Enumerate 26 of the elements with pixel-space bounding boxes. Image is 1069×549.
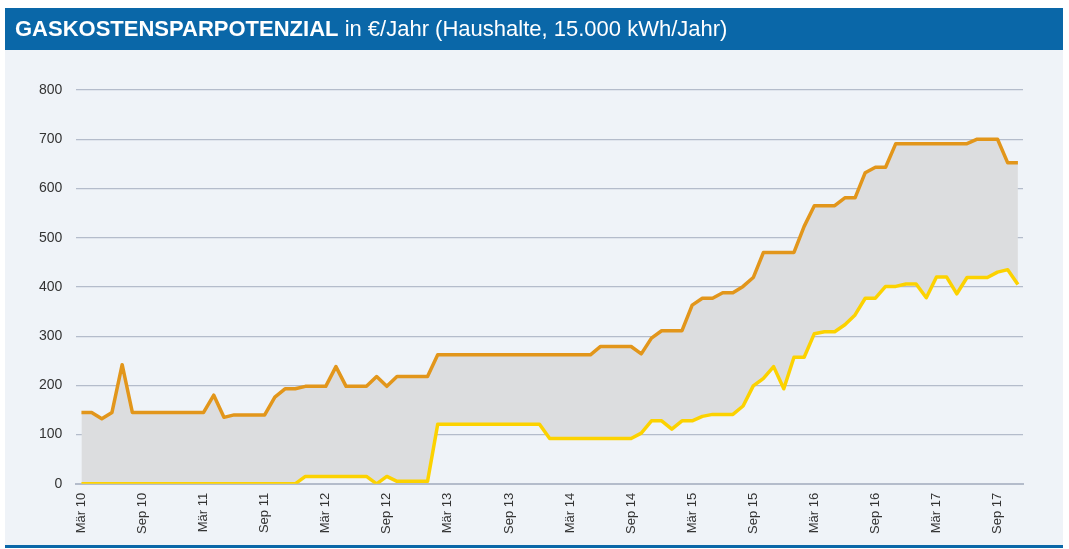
y-tick-label: 400 (39, 277, 63, 294)
y-tick-label: 700 (39, 130, 63, 147)
x-tick-label: Sep 13 (500, 492, 516, 534)
x-tick-label: Sep 16 (866, 492, 882, 534)
y-tick-label: 800 (39, 80, 63, 97)
chart-title: GASKOSTENSPARPOTENZIAL in €/Jahr (Haushalte, 15.000 kWh/Jahr) (15, 16, 728, 41)
y-tick-label: 0 (54, 474, 63, 491)
x-tick-label: Mär 15 (683, 492, 699, 534)
y-tick-label: 500 (39, 228, 63, 245)
x-tick-label: Sep 12 (378, 492, 394, 534)
x-tick-label: Mär 17 (928, 492, 944, 534)
x-tick-label: Sep 14 (622, 492, 638, 534)
x-tick-label: Sep 10 (134, 492, 150, 534)
y-tick-label: 200 (39, 376, 63, 393)
x-tick-label: Sep 15 (744, 492, 760, 534)
x-tick-label: Sep 11 (256, 492, 272, 534)
x-tick-label: Mär 14 (561, 492, 577, 534)
x-tick-label: Mär 13 (439, 492, 455, 534)
x-tick-label: Mär 10 (73, 492, 89, 534)
x-tick-label: Sep 17 (989, 492, 1005, 534)
x-tick-label: Mär 16 (805, 492, 821, 534)
y-tick-label: 300 (39, 326, 63, 343)
y-tick-label: 600 (39, 179, 63, 196)
x-tick-label: Mär 12 (317, 492, 333, 534)
x-tick-label: Mär 11 (195, 492, 211, 533)
y-tick-label: 100 (39, 425, 63, 442)
